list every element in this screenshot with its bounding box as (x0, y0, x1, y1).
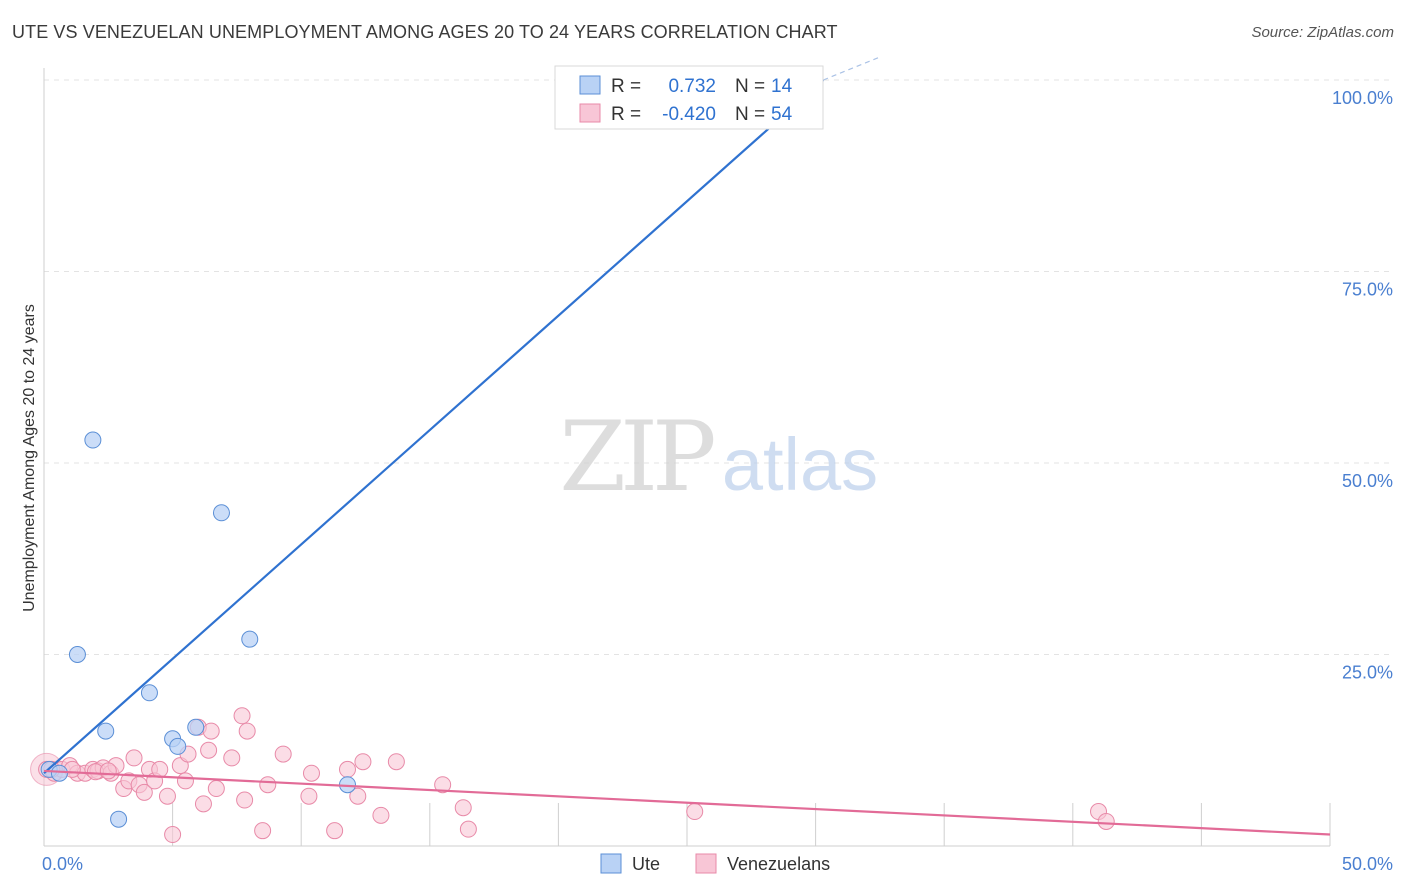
ven-point-18 (151, 760, 169, 778)
bottom-legend-ven-label: Venezuelans (727, 854, 830, 874)
ven-point-15 (135, 783, 153, 801)
ven-point-26 (200, 741, 218, 759)
legend-ven-r-value: -0.420 (662, 104, 716, 125)
watermark-atlas: atlas (722, 423, 878, 506)
legend-ute-swatch (579, 75, 601, 95)
ven-point-46 (459, 820, 477, 838)
legend-ute-n-label: N = (735, 76, 765, 97)
ven-point-34 (259, 776, 277, 794)
ute-point-10 (241, 630, 259, 648)
legend-ven-n-label: N = (735, 104, 765, 125)
ven-point-44 (434, 776, 452, 794)
ven-point-22 (176, 772, 194, 790)
ven-point-36 (300, 787, 318, 805)
ven-point-42 (372, 806, 390, 824)
y-tick-label-3: 100.0% (1332, 88, 1393, 108)
ute-point-4 (110, 810, 128, 828)
chart-title: UTE VS VENEZUELAN UNEMPLOYMENT AMONG AGE… (12, 22, 838, 42)
ven-point-28 (207, 780, 225, 798)
ven-point-53 (99, 762, 117, 780)
y-tick-label-0: 25.0% (1342, 663, 1393, 683)
ute-point-5 (140, 684, 158, 702)
legend-ven-swatch (579, 103, 601, 123)
x-tick-label-0: 0.0% (42, 854, 83, 874)
grid-lines (44, 79, 1390, 655)
ven-point-35 (274, 745, 292, 763)
ute-point-9 (212, 504, 230, 522)
ute-trend-extension (823, 56, 881, 81)
watermark-zip: ZIP (559, 401, 714, 513)
watermark: ZIP atlas (559, 401, 878, 513)
bottom-legend-ute-label: Ute (632, 854, 660, 874)
ven-point-32 (238, 722, 256, 740)
ute-point-3 (97, 722, 115, 740)
legend-ven-n-value: 54 (771, 104, 793, 125)
trend-lines (43, 56, 1331, 836)
source-label: Source: ZipAtlas.com (1251, 24, 1394, 41)
ven-point-39 (338, 760, 356, 778)
bottom-legend-ute-swatch (600, 853, 622, 874)
ven-trend-line (43, 769, 1331, 836)
ute-point-8 (187, 718, 205, 736)
ven-point-40 (349, 787, 367, 805)
legend-ute-r-label: R = (611, 76, 641, 97)
y-tick-label-2: 75.0% (1342, 280, 1393, 300)
ven-point-30 (233, 707, 251, 725)
ute-trend-line (43, 79, 825, 775)
ven-point-45 (454, 799, 472, 817)
ven-point-13 (125, 749, 143, 767)
ven-point-43 (387, 753, 405, 771)
legend: R = 0.732 N = 14 R = -0.420 N = 54 (554, 65, 824, 130)
ven-point-37 (302, 764, 320, 782)
ven-point-19 (158, 787, 176, 805)
ven-point-27 (202, 722, 220, 740)
bottom-legend-ven-swatch (695, 853, 717, 874)
tick-labels: 25.0% 50.0% 75.0% 100.0% 0.0% 50.0% (42, 88, 1393, 874)
ven-point-47 (686, 803, 704, 821)
ven-point-29 (223, 749, 241, 767)
legend-ute-r-value: 0.732 (668, 76, 716, 97)
ute-point-2 (84, 431, 102, 449)
ute-point-1 (68, 646, 86, 663)
ven-point-49 (1097, 812, 1115, 830)
legend-ute-n-value: 14 (771, 76, 793, 97)
ute-point-12 (50, 764, 68, 782)
legend-ven-r-label: R = (611, 104, 641, 125)
ven-point-31 (236, 791, 254, 809)
ven-point-33 (254, 822, 272, 840)
ven-point-20 (164, 826, 182, 844)
ven-point-41 (354, 753, 372, 771)
bottom-legend: Ute Venezuelans (600, 853, 830, 874)
y-tick-label-1: 50.0% (1342, 471, 1393, 491)
ute-point-7 (169, 737, 187, 755)
x-tick-label-1: 50.0% (1342, 854, 1393, 874)
ven-point-38 (326, 822, 344, 840)
ven-point-25 (194, 795, 212, 813)
